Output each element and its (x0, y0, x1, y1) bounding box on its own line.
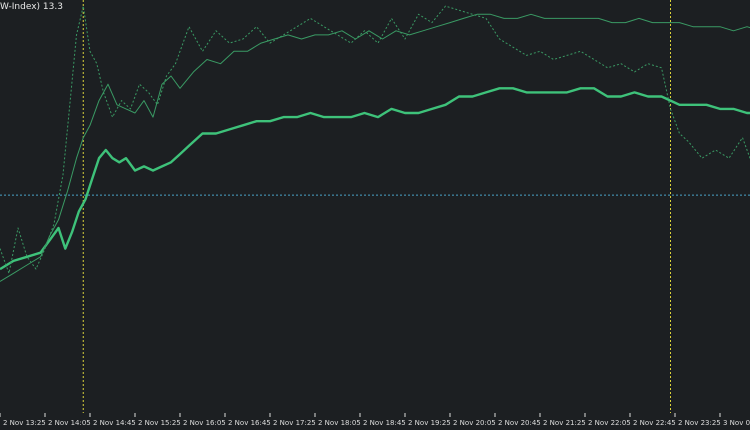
x-tick-label: 2 Nov 18:45 (363, 419, 406, 427)
x-tick-label: 2 Nov 18:05 (318, 419, 361, 427)
x-tick-label: 2 Nov 22:05 (588, 419, 631, 427)
x-tick-label: 3 Nov 0 (723, 419, 750, 427)
x-tick-label: 2 Nov 21:25 (543, 419, 586, 427)
x-tick-label: 2 Nov 19:25 (408, 419, 451, 427)
indicator-label: W-Index) 13.3 (0, 2, 63, 12)
x-tick-label: 2 Nov 14:45 (93, 419, 136, 427)
x-tick-label: 2 Nov 22:45 (633, 419, 676, 427)
x-tick-label: 2 Nov 14:05 (48, 419, 91, 427)
x-tick-label: 2 Nov 15:25 (138, 419, 181, 427)
x-tick-label: 2 Nov 17:25 (273, 419, 316, 427)
series-line-thick (0, 87, 750, 271)
series-line-dotted (0, 5, 750, 274)
series-line-thin (0, 13, 750, 282)
x-tick-label: 2 Nov 16:45 (228, 419, 271, 427)
x-tick-label: 2 Nov 20:05 (453, 419, 496, 427)
x-tick-label: 2 Nov 23:25 (678, 419, 721, 427)
x-tick-label: 2 Nov 13:25 (3, 419, 46, 427)
x-tick-label: 2 Nov 16:05 (183, 419, 226, 427)
x-tick-label: 2 Nov 20:45 (498, 419, 541, 427)
